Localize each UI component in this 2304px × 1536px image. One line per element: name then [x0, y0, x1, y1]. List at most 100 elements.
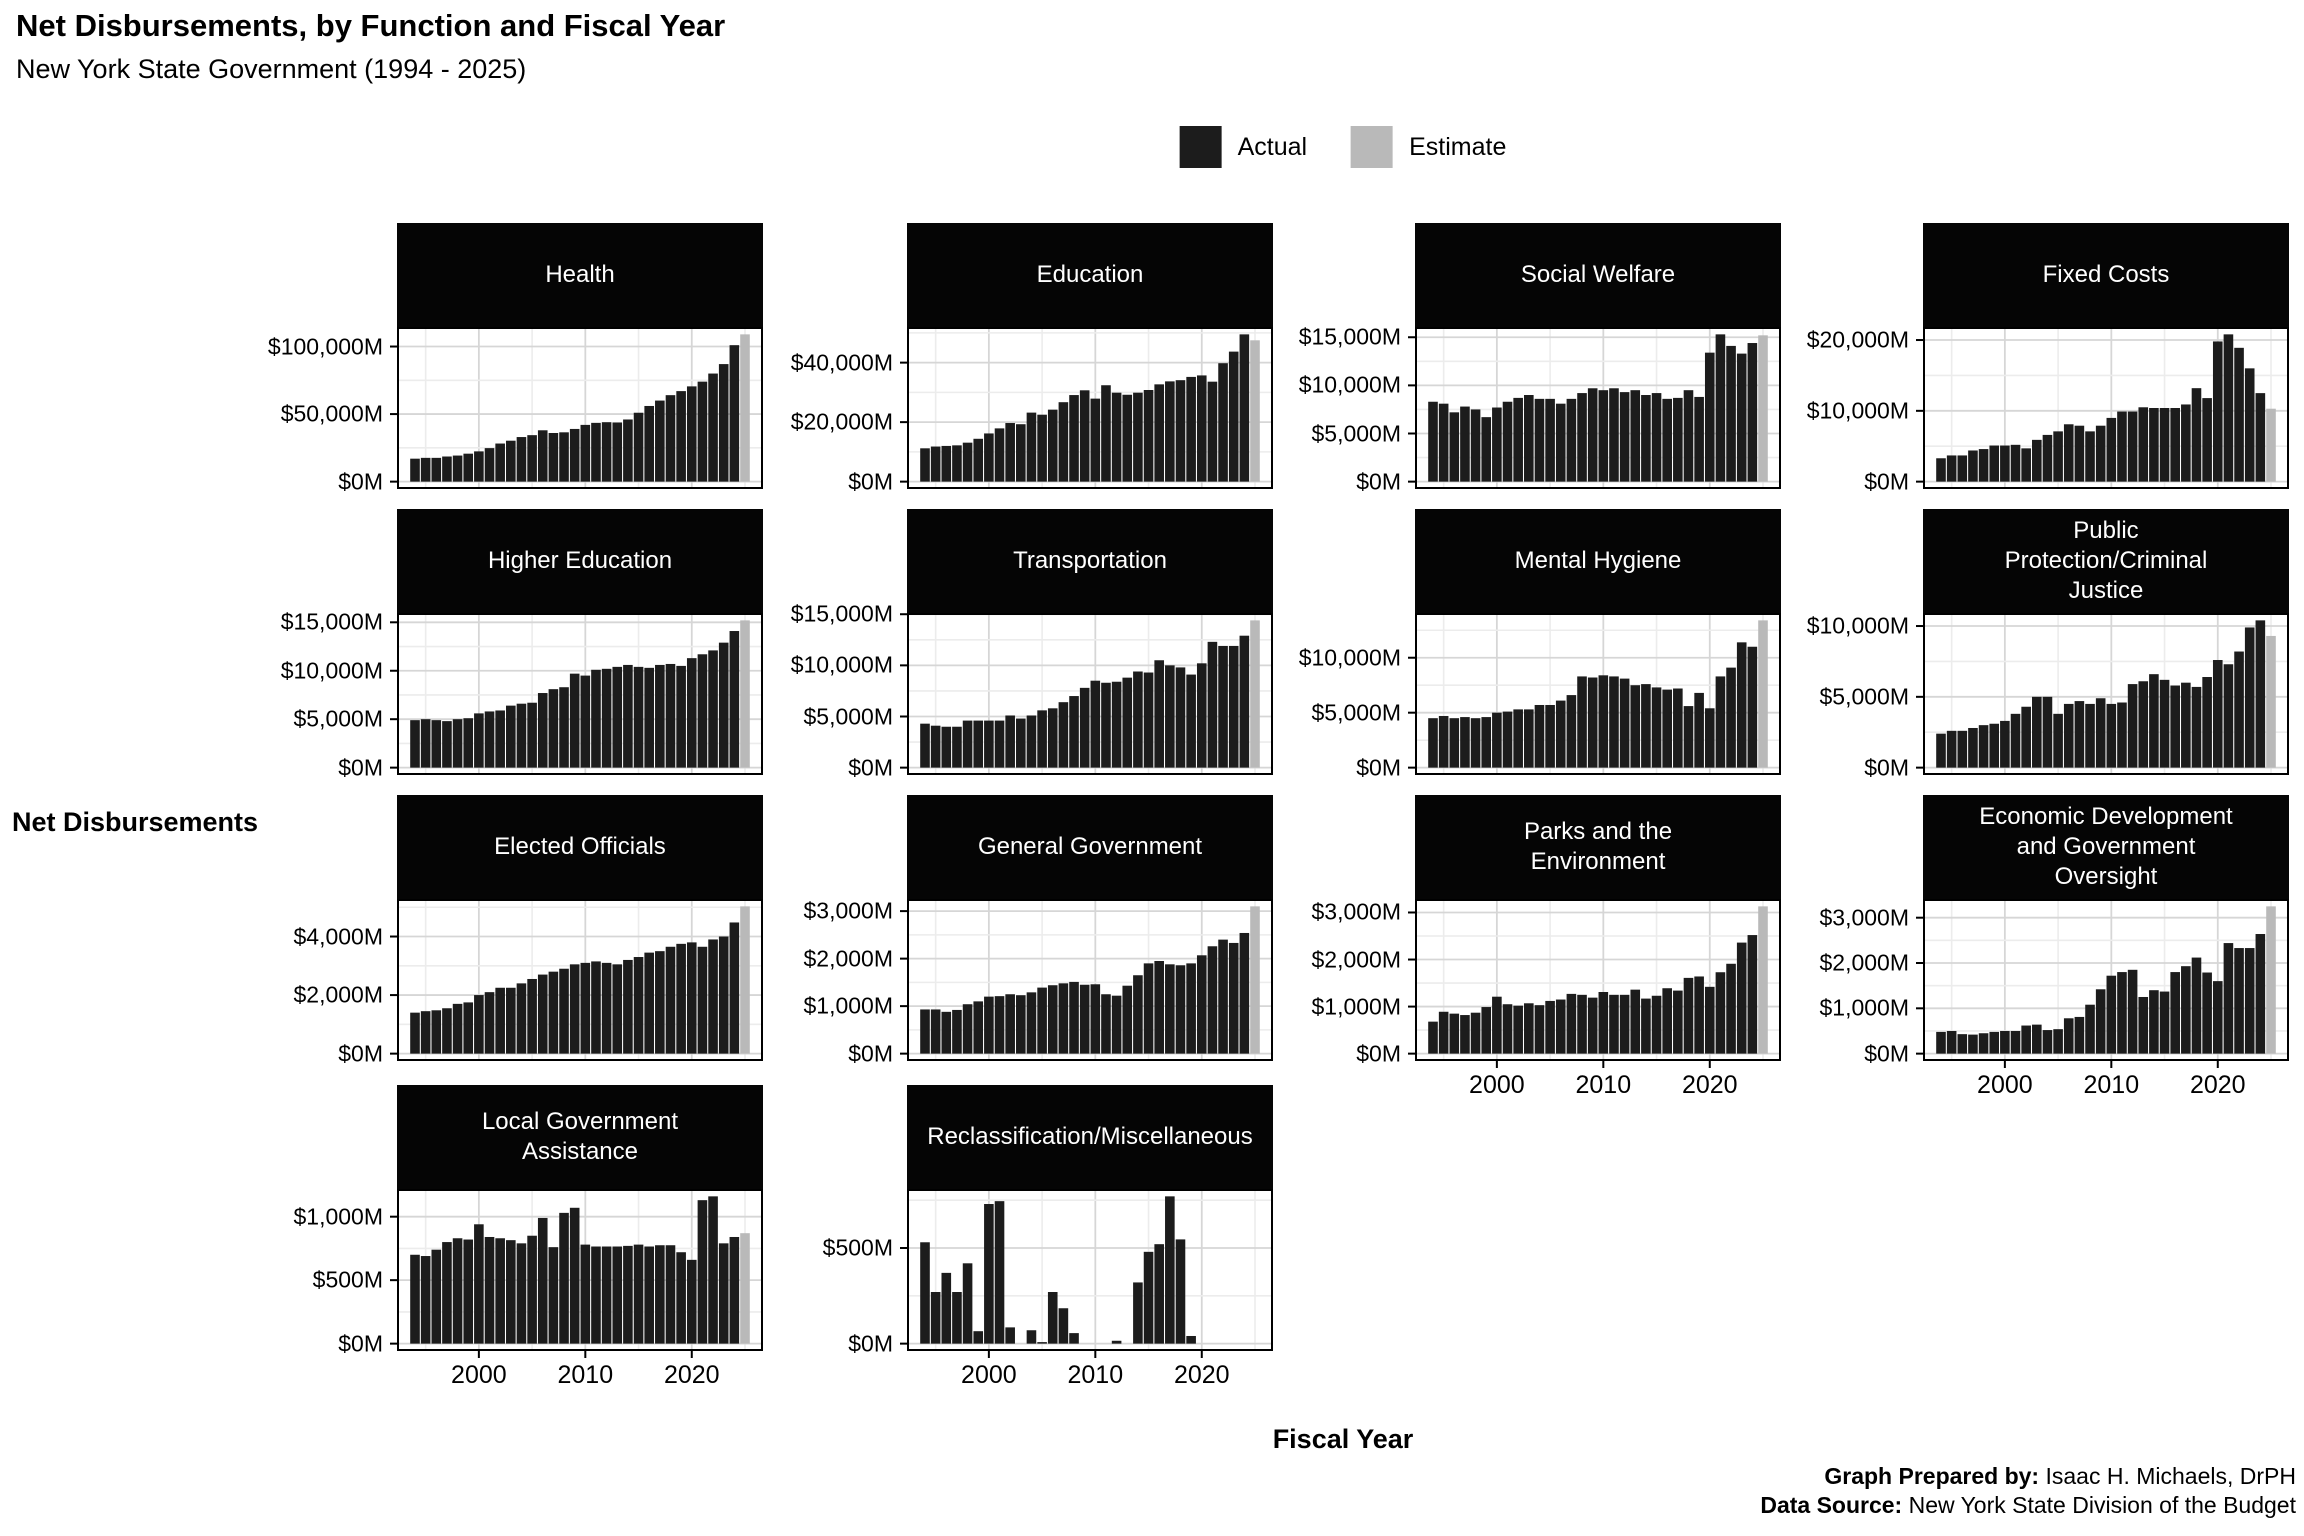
- bar-1996: [941, 1272, 952, 1344]
- bar-1999: [1989, 1031, 2000, 1054]
- bar-2008: [559, 687, 569, 768]
- bar-2003: [1016, 718, 1026, 768]
- bar-1998: [452, 1238, 463, 1344]
- y-tick-label: $50,000M: [280, 400, 383, 427]
- bar-2014: [2149, 408, 2159, 482]
- bar-1999: [463, 1239, 474, 1344]
- bar-1999: [463, 718, 474, 768]
- y-tick-label: $0M: [1356, 468, 1401, 495]
- bar-2002: [2021, 1025, 2031, 1054]
- facet-mental-hygiene: Mental Hygiene $0M $5,000M $10,000M: [1245, 509, 1781, 780]
- bar-2021: [1207, 946, 1218, 1054]
- facet-plot: [390, 1189, 763, 1358]
- bar-2007: [1566, 993, 1577, 1054]
- facet-plot: [1916, 613, 2289, 775]
- bar-2010: [1598, 390, 1609, 482]
- bar-2012: [1619, 994, 1630, 1054]
- bar-2001: [1502, 401, 1513, 482]
- bar-2021: [697, 1200, 708, 1344]
- bar-2022: [1726, 963, 1736, 1054]
- x-tick-label: 2020: [663, 1361, 720, 1389]
- bar-1996: [1957, 730, 1968, 768]
- bar-2014: [1641, 395, 1651, 482]
- bar-2001: [1502, 711, 1513, 768]
- facet-higher-education: Higher Education $0M $5,000M $10,000M $15,00…: [227, 509, 763, 780]
- bar-2017: [2181, 682, 2191, 768]
- facet-health: Health $0M $50,000M $100,000M: [227, 223, 763, 494]
- bar-2024: [1239, 334, 1250, 482]
- bar-2024: [1747, 935, 1758, 1054]
- bar-2024: [1239, 635, 1250, 768]
- bar-2010: [1090, 680, 1101, 768]
- bar-1994: [410, 1012, 420, 1054]
- estimate-swatch: [1351, 126, 1394, 168]
- bar-2012: [601, 962, 612, 1054]
- bar-1998: [452, 1003, 463, 1054]
- facet-general-government: General Government $0M $1,000M $2,000M $3,00…: [737, 795, 1273, 1066]
- bar-2014: [1133, 392, 1143, 482]
- bar-2020: [1196, 663, 1207, 768]
- bar-2007: [1058, 1308, 1069, 1344]
- bar-2010: [1598, 675, 1609, 768]
- x-tick-label: 2000: [451, 1361, 507, 1389]
- bar-2017: [1673, 990, 1683, 1054]
- page-title: Net Disbursements, by Function and Fisca…: [16, 8, 726, 43]
- bar-2006: [1047, 1292, 1058, 1344]
- bar-2017: [655, 400, 665, 482]
- bar-2005: [2053, 1029, 2063, 1054]
- bar-2020: [686, 942, 697, 1054]
- bar-2013: [2138, 407, 2149, 482]
- y-tick-label: $2,000M: [1311, 946, 1401, 973]
- bar-2011: [1101, 682, 1111, 768]
- y-tick-label: $1,000M: [1819, 994, 1909, 1021]
- bar-2007: [548, 689, 559, 768]
- bar-2005: [1037, 987, 1047, 1054]
- bar-2009: [2095, 989, 2106, 1054]
- bar-2023: [718, 1243, 729, 1344]
- bar-2020: [1196, 375, 1207, 482]
- bar-2006: [537, 974, 548, 1054]
- legend-label-estimate: Estimate: [1409, 132, 1507, 161]
- facet-plot: [390, 899, 763, 1061]
- x-axis-title: Fiscal Year: [1272, 1424, 1414, 1454]
- bar-2005: [527, 978, 537, 1054]
- bar-2011: [591, 669, 601, 768]
- bar-1994: [1428, 1021, 1438, 1054]
- bar-2001: [484, 711, 495, 768]
- bar-2023: [718, 642, 729, 768]
- facet-strip-title: Local Government Assistance: [397, 1085, 763, 1189]
- y-axis-title: Net Disbursements: [11, 807, 259, 837]
- bar-2024: [1747, 646, 1758, 768]
- bar-2015: [2159, 408, 2170, 482]
- bar-2021: [697, 654, 708, 768]
- bar-2007: [548, 1247, 559, 1344]
- bar-2024: [729, 922, 740, 1054]
- bar-2014: [1641, 998, 1651, 1054]
- y-tick-label: $10,000M: [1298, 371, 1401, 398]
- legend-item-actual: Actual: [1179, 126, 1307, 168]
- bar-2025-estimate: [1758, 335, 1768, 482]
- bar-2008: [1577, 393, 1587, 482]
- bar-2006: [1555, 700, 1566, 768]
- facet-transportation: Transportation $0M $5,000M $10,000M $15,000M: [737, 509, 1273, 780]
- bar-2003: [1016, 995, 1026, 1054]
- bar-1995: [930, 1009, 941, 1054]
- bar-2000: [474, 995, 484, 1054]
- bar-2009: [1079, 390, 1090, 482]
- bar-2008: [1577, 994, 1587, 1054]
- bar-2001: [2010, 1030, 2021, 1054]
- bar-2000: [2000, 720, 2010, 768]
- bar-1997: [952, 445, 962, 482]
- bar-2006: [537, 1217, 548, 1344]
- bar-1999: [463, 453, 474, 482]
- y-tick-label: $0M: [338, 754, 383, 781]
- bar-2012: [601, 1246, 612, 1344]
- y-tick-label: $2,000M: [1819, 949, 1909, 976]
- bar-2004: [2042, 696, 2053, 768]
- bar-2010: [580, 675, 591, 768]
- bar-1995: [1438, 1011, 1449, 1054]
- bar-2019: [1694, 396, 1704, 482]
- bar-2025-estimate: [2266, 635, 2276, 768]
- bar-2004: [2042, 434, 2053, 482]
- bar-2017: [655, 1245, 665, 1344]
